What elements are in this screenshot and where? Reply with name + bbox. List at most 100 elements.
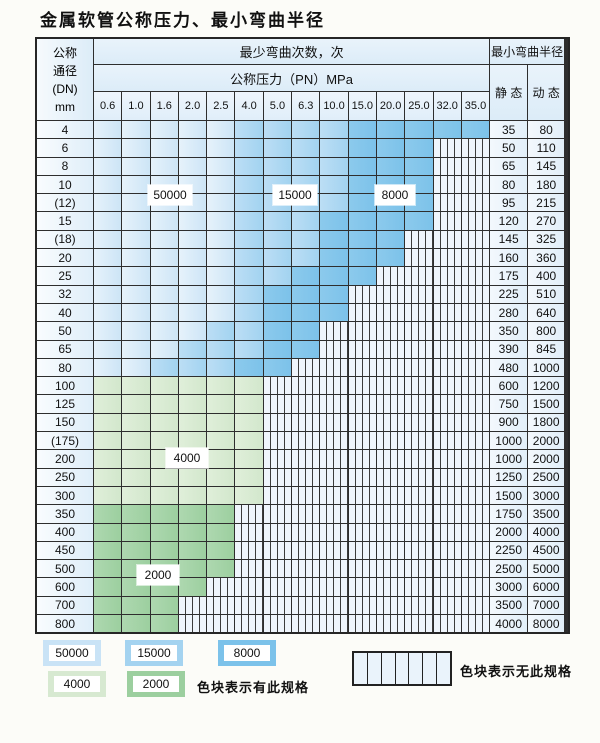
static-value: 160 bbox=[490, 249, 528, 267]
spec-cell bbox=[178, 139, 207, 157]
spec-cell bbox=[292, 212, 320, 230]
spec-cell bbox=[263, 212, 292, 230]
spec-cell bbox=[150, 596, 178, 615]
spec-cell bbox=[178, 523, 207, 541]
dynamic-value: 110 bbox=[528, 139, 565, 157]
spec-cell bbox=[376, 450, 405, 468]
spec-table: 公称 通径 (DN) mm 最少弯曲次数，次 最小弯曲半径 公称压力（PN）MP… bbox=[35, 37, 570, 635]
spec-cell bbox=[178, 121, 207, 139]
spec-cell bbox=[150, 303, 178, 322]
spec-cell bbox=[320, 139, 348, 157]
spec-cell bbox=[235, 358, 263, 377]
spec-cell bbox=[320, 194, 348, 212]
spec-cell bbox=[433, 157, 461, 175]
dynamic-value: 510 bbox=[528, 285, 565, 303]
spec-cell bbox=[376, 340, 405, 358]
spec-cell bbox=[320, 322, 348, 340]
spec-cell bbox=[122, 230, 150, 249]
spec-cell bbox=[405, 267, 433, 285]
static-value: 1750 bbox=[490, 505, 528, 523]
pressure-tick: 15.0 bbox=[348, 92, 376, 120]
spec-cell bbox=[376, 285, 405, 303]
spec-cell bbox=[433, 432, 461, 450]
spec-cell bbox=[376, 615, 405, 633]
spec-cell bbox=[150, 615, 178, 633]
spec-cell bbox=[150, 267, 178, 285]
spec-cell bbox=[320, 285, 348, 303]
spec-cell bbox=[235, 413, 263, 432]
spec-cell bbox=[292, 285, 320, 303]
spec-cell bbox=[320, 505, 348, 523]
spec-cell bbox=[461, 413, 490, 432]
spec-cell bbox=[461, 395, 490, 413]
spec-cell bbox=[207, 413, 235, 432]
spec-cell bbox=[292, 340, 320, 358]
spec-cell bbox=[292, 432, 320, 450]
spec-cell bbox=[94, 139, 122, 157]
spec-cell bbox=[320, 212, 348, 230]
static-value: 1000 bbox=[490, 450, 528, 468]
spec-cell bbox=[235, 340, 263, 358]
spec-cell bbox=[292, 596, 320, 615]
spec-cell bbox=[461, 377, 490, 395]
spec-cell bbox=[207, 322, 235, 340]
spec-cell bbox=[263, 615, 292, 633]
spec-cell bbox=[263, 486, 292, 505]
spec-cell bbox=[122, 523, 150, 541]
spec-cell bbox=[461, 340, 490, 358]
spec-cell bbox=[292, 395, 320, 413]
spec-cell bbox=[405, 285, 433, 303]
static-value: 2500 bbox=[490, 560, 528, 578]
legend-swatch-15000: 15000 bbox=[125, 640, 183, 666]
spec-cell bbox=[207, 212, 235, 230]
legend-label-15000: 15000 bbox=[131, 645, 177, 661]
spec-cell bbox=[207, 523, 235, 541]
static-value: 120 bbox=[490, 212, 528, 230]
spec-cell bbox=[150, 523, 178, 541]
static-value: 35 bbox=[490, 121, 528, 139]
dn-label: 150 bbox=[37, 413, 93, 432]
spec-cell bbox=[150, 157, 178, 175]
spec-cell bbox=[263, 157, 292, 175]
spec-cell bbox=[461, 212, 490, 230]
pressure-tick: 32.0 bbox=[433, 92, 461, 120]
spec-cell bbox=[235, 267, 263, 285]
spec-cell bbox=[461, 322, 490, 340]
spec-cell bbox=[94, 578, 122, 596]
spec-cell bbox=[263, 303, 292, 322]
spec-cell bbox=[348, 432, 376, 450]
dn-label: 400 bbox=[37, 523, 93, 541]
spec-cell bbox=[263, 340, 292, 358]
spec-cell bbox=[263, 322, 292, 340]
spec-cell bbox=[207, 578, 235, 596]
spec-cell bbox=[320, 230, 348, 249]
spec-cell bbox=[150, 212, 178, 230]
spec-cell bbox=[178, 285, 207, 303]
spec-cell bbox=[178, 340, 207, 358]
spec-cell bbox=[376, 212, 405, 230]
dn-label: 100 bbox=[37, 377, 93, 395]
spec-cell bbox=[207, 249, 235, 267]
static-value: 2250 bbox=[490, 541, 528, 560]
spec-cell bbox=[433, 139, 461, 157]
static-value: 2000 bbox=[490, 523, 528, 541]
corner-line-4: mm bbox=[55, 99, 75, 114]
dynamic-value: 80 bbox=[528, 121, 565, 139]
spec-cell bbox=[433, 285, 461, 303]
dn-label: 200 bbox=[37, 450, 93, 468]
spec-cell bbox=[235, 615, 263, 633]
spec-cell bbox=[461, 596, 490, 615]
spec-cell bbox=[263, 121, 292, 139]
dn-label: 80 bbox=[37, 358, 93, 377]
legend-no-spec-text: 色块表示无此规格 bbox=[460, 664, 573, 679]
spec-cell bbox=[292, 486, 320, 505]
spec-cell bbox=[376, 322, 405, 340]
spec-cell bbox=[235, 230, 263, 249]
spec-cell bbox=[320, 523, 348, 541]
spec-cell bbox=[348, 340, 376, 358]
spec-cell bbox=[292, 358, 320, 377]
spec-cell bbox=[235, 486, 263, 505]
spec-cell bbox=[461, 194, 490, 212]
spec-cell bbox=[461, 285, 490, 303]
dn-label: 25 bbox=[37, 267, 93, 285]
